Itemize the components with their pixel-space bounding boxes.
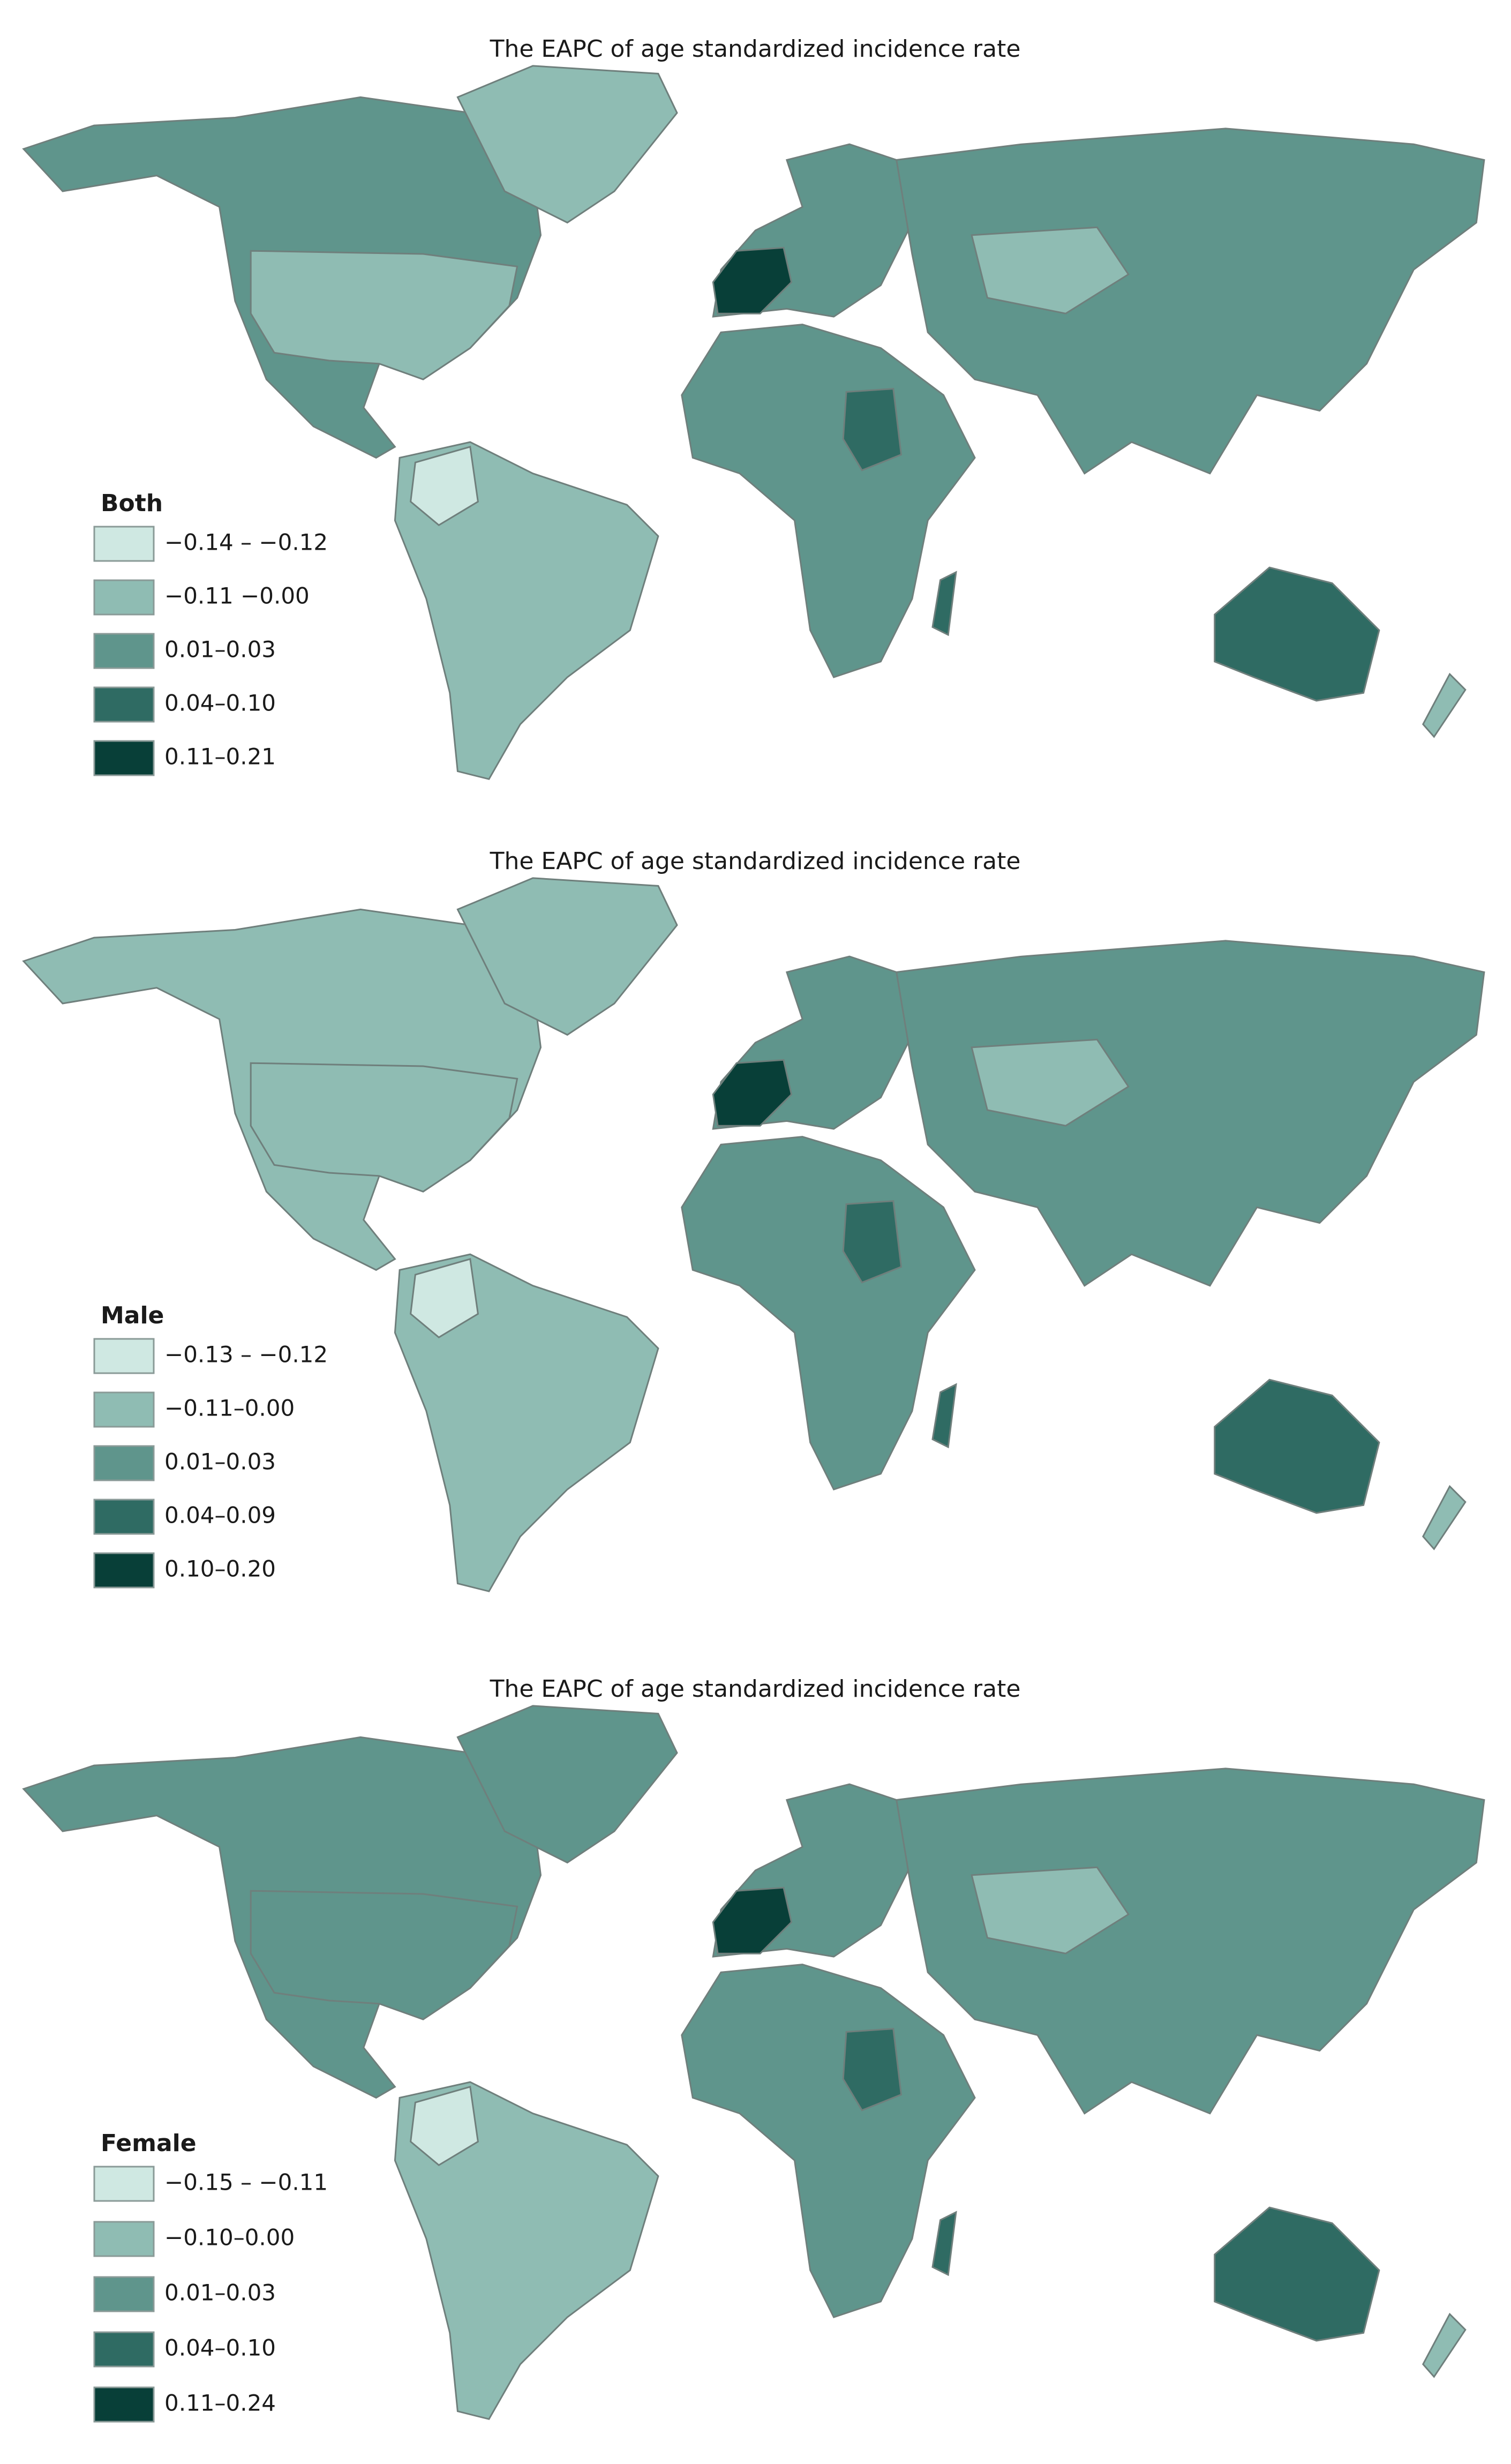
south-america [394, 2081, 659, 2420]
legend-swatch [93, 2331, 155, 2368]
central-asia [971, 1038, 1130, 1127]
sudan [842, 1200, 903, 1284]
australia [1214, 2206, 1380, 2342]
asia [895, 128, 1485, 475]
map-panel: The EAPC of age standardized incidence r… [22, 35, 1485, 780]
legend-label: −0.10–0.00 [164, 2225, 295, 2251]
legend-label: 0.01–0.03 [164, 1449, 276, 1475]
asia [895, 1768, 1485, 2115]
legend-label: 0.04–0.10 [164, 690, 276, 716]
legend-label: 0.04–0.09 [164, 1502, 276, 1529]
legend-swatch [93, 1445, 155, 1481]
legend-label: −0.14 – −0.12 [164, 529, 328, 556]
legend-label: 0.10–0.20 [164, 1556, 276, 1582]
map-title: The EAPC of age standardized incidence r… [490, 1675, 1021, 1703]
legend-label: 0.11–0.24 [164, 2390, 276, 2416]
colombia [410, 445, 479, 527]
legend-swatch [93, 579, 155, 616]
legend-swatch [93, 686, 155, 723]
legend-label: −0.15 – −0.11 [164, 2169, 328, 2196]
central-asia [971, 1866, 1130, 1954]
legend-swatch [93, 1338, 155, 1374]
legend-title: Female [101, 2130, 197, 2157]
central-asia [971, 226, 1130, 314]
asia [895, 940, 1485, 1287]
africa [681, 1136, 976, 1491]
new-zealand [1422, 672, 1467, 738]
south-america [394, 441, 659, 780]
map-panel: The EAPC of age standardized incidence r… [22, 848, 1485, 1592]
madagascar [931, 571, 957, 636]
map-title: The EAPC of age standardized incidence r… [490, 848, 1021, 875]
legend-label: 0.04–0.10 [164, 2335, 276, 2361]
iberia-france [712, 1886, 793, 1954]
africa [681, 324, 976, 678]
legend-label: 0.01–0.03 [164, 636, 276, 663]
legend-swatch [93, 1499, 155, 1535]
greenland [456, 877, 678, 1036]
legend-swatch [93, 2276, 155, 2312]
legend-label: −0.11–0.00 [164, 1395, 295, 1421]
usa [250, 1890, 518, 2020]
iberia-france [712, 1059, 793, 1127]
legend-label: 0.11–0.21 [164, 744, 276, 770]
legend-swatch [93, 1391, 155, 1428]
legend-swatch [93, 2166, 155, 2202]
legend-swatch [93, 740, 155, 776]
south-america [394, 1253, 659, 1592]
usa [250, 250, 518, 380]
legend-label: 0.01–0.03 [164, 2280, 276, 2306]
sudan [842, 388, 903, 471]
sudan [842, 2028, 903, 2111]
iberia-france [712, 246, 793, 314]
legend-label: −0.13 – −0.12 [164, 1342, 328, 1368]
colombia [410, 1257, 479, 1339]
legend-swatch [93, 526, 155, 562]
new-zealand [1422, 1485, 1467, 1551]
greenland [456, 65, 678, 224]
legend-title: Both [101, 490, 163, 517]
legend-swatch [93, 1552, 155, 1589]
legend-swatch [93, 633, 155, 669]
madagascar [931, 2211, 957, 2276]
legend-label: −0.11 −0.00 [164, 583, 310, 609]
greenland [456, 1705, 678, 1864]
new-zealand [1422, 2312, 1467, 2378]
australia [1214, 566, 1380, 702]
map-title: The EAPC of age standardized incidence r… [490, 35, 1021, 63]
usa [250, 1062, 518, 1193]
australia [1214, 1379, 1380, 1514]
colombia [410, 2085, 479, 2167]
africa [681, 1964, 976, 2318]
madagascar [931, 1383, 957, 1449]
legend-swatch [93, 2386, 155, 2423]
legend-swatch [93, 2221, 155, 2257]
legend-title: Male [101, 1302, 164, 1329]
map-panel: The EAPC of age standardized incidence r… [22, 1675, 1485, 2423]
